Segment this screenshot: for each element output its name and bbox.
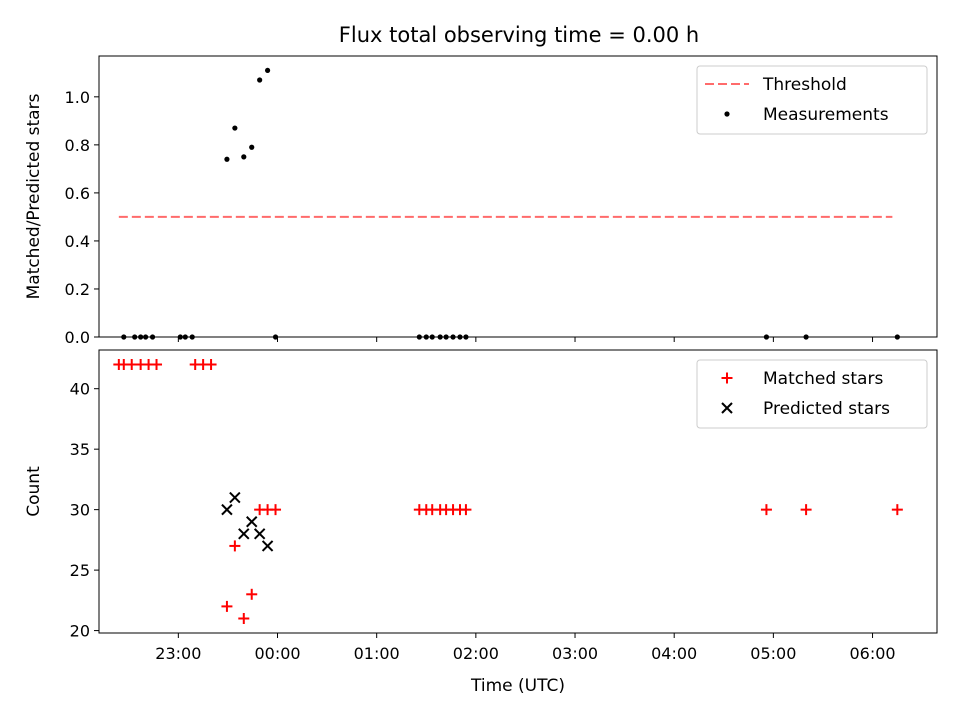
x-axis-label: Time (UTC) [470, 676, 565, 696]
matched-star-marker [229, 540, 241, 552]
matched-star-marker [891, 504, 903, 516]
x-tick-label: 02:00 [453, 644, 499, 663]
legend-matched-key [721, 372, 733, 384]
x-tick-label: 05:00 [750, 644, 796, 663]
y-tick-label: 0.8 [65, 136, 90, 155]
matched-star-marker [151, 359, 163, 371]
measurement-point [257, 77, 263, 83]
y-tick-label: 35 [70, 440, 90, 459]
x-tick-label: 06:00 [849, 644, 895, 663]
matched-star-marker [205, 359, 217, 371]
y-tick-label: 25 [70, 561, 90, 580]
bottom-panel: 23:00 00:00 01:00 02:00 03:00 04:00 05:00 06:00… [24, 349, 938, 696]
measurement-point [241, 154, 247, 160]
measurement-point [264, 67, 271, 74]
top-panel: 0.0 0.2 0.4 0.6 0.8 1.0 Matched/Predicted star… [24, 55, 938, 347]
x-tick-label: 23:00 [155, 644, 201, 663]
figure-title: Flux total observing time = 0.00 h [339, 23, 699, 47]
x-tick-label: 00:00 [254, 644, 300, 663]
plot-frame [98, 349, 938, 634]
y-axis-label: Count [24, 466, 44, 517]
matched-star-marker [760, 504, 772, 516]
y-tick-label: 30 [70, 501, 90, 520]
plot-frame [98, 55, 938, 338]
predicted-star-marker [246, 516, 258, 528]
matched-star-marker [238, 612, 250, 624]
predicted-star-marker [229, 491, 241, 504]
legend-label: Measurements [763, 105, 889, 125]
y-tick-label: 20 [70, 622, 90, 641]
y-tick-label: 0.4 [65, 232, 90, 251]
matched-star-marker [460, 504, 472, 516]
legend-label: Matched stars [763, 369, 883, 389]
legend-label: Threshold [762, 75, 847, 95]
y-tick-label: 0.6 [65, 184, 90, 203]
legend-measurement-key [724, 111, 730, 117]
x-tick-label: 04:00 [651, 644, 697, 663]
predicted-star-marker [261, 540, 274, 552]
y-tick-label: 40 [70, 380, 90, 399]
predicted-star-marker [253, 528, 266, 540]
measurement-point [249, 144, 255, 150]
legend-predicted-key [721, 402, 733, 414]
legend-box [696, 65, 928, 135]
legend-label: Predicted stars [763, 399, 890, 419]
x-tick-label: 01:00 [354, 644, 400, 663]
matched-star-marker [221, 600, 233, 612]
x-tick-label: 03:00 [552, 644, 598, 663]
predicted-star-marker [238, 528, 250, 540]
matched-star-marker [246, 588, 258, 600]
measurement-point [232, 125, 238, 131]
legend: Threshold Measurements [696, 65, 928, 135]
y-tick-label: 1.0 [65, 88, 90, 107]
y-axis-label: Matched/Predicted stars [24, 93, 44, 299]
matched-star-marker [270, 504, 282, 516]
legend: Matched stars Predicted stars [696, 359, 928, 429]
predicted-star-marker [221, 503, 233, 516]
matched-star-marker [800, 504, 812, 516]
y-tick-label: 0.0 [65, 328, 90, 347]
y-tick-label: 0.2 [65, 280, 90, 299]
legend-box [696, 359, 928, 429]
measurement-point [224, 156, 230, 162]
